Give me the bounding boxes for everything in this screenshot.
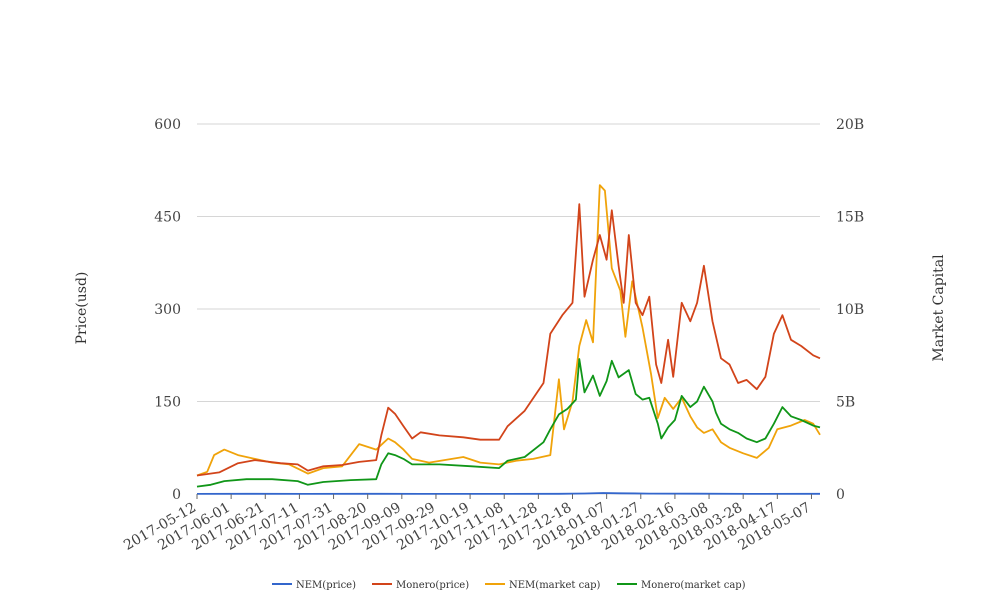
left-axis-title: Price(usd) <box>74 272 90 345</box>
left-tick-label: 600 <box>154 117 181 133</box>
right-tick-label: 0 <box>836 487 845 503</box>
legend-label: Monero(price) <box>396 580 469 591</box>
legend: NEM(price) Monero(price) NEM(market cap) Mo… <box>272 580 746 591</box>
right-tick-label: 15B <box>836 210 864 226</box>
left-tick-label: 150 <box>154 395 181 411</box>
legend-label: NEM(market cap) <box>509 580 601 591</box>
left-axis-ticks: 0 150 300 450 600 <box>154 117 181 503</box>
x-axis-ticks: 2017-05-122017-06-012017-06-212017-07-11… <box>121 494 813 554</box>
left-tick-label: 300 <box>154 302 181 318</box>
legend-label: Monero(market cap) <box>641 580 746 591</box>
gridlines <box>197 123 820 495</box>
right-tick-label: 20B <box>836 117 864 133</box>
legend-label: NEM(price) <box>296 580 356 591</box>
left-tick-label: 450 <box>154 210 181 226</box>
series-line-monero-market-cap <box>196 358 821 488</box>
right-tick-label: 5B <box>836 395 855 411</box>
right-axis-title: Market Capital <box>931 254 947 362</box>
series-lines <box>196 184 821 495</box>
right-tick-label: 10B <box>836 302 864 318</box>
series-line-nem-market-cap <box>196 184 821 477</box>
left-tick-label: 0 <box>172 487 181 503</box>
right-axis-ticks: 0 5B 10B 15B 20B <box>836 117 864 503</box>
series-line-monero-price <box>196 203 821 477</box>
series-line-nem-price <box>196 492 821 495</box>
